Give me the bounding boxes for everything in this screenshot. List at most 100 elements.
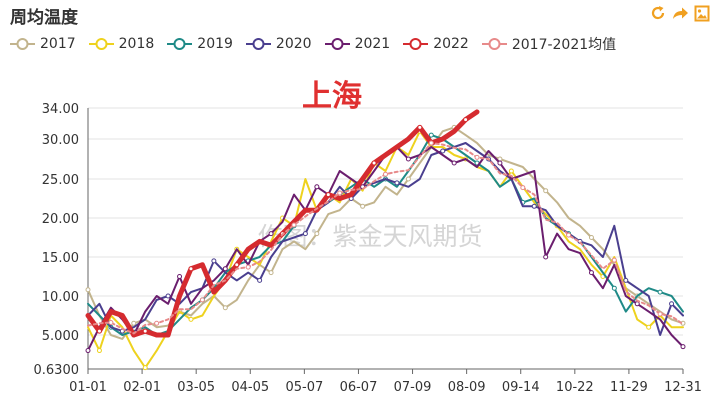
data-point[interactable] (325, 192, 331, 198)
data-point[interactable] (634, 301, 640, 307)
share-icon[interactable] (671, 4, 689, 22)
data-point[interactable] (291, 222, 297, 228)
data-point[interactable] (611, 285, 617, 291)
data-point[interactable] (337, 190, 343, 196)
save-image-icon[interactable] (693, 4, 711, 22)
data-point[interactable] (108, 320, 114, 326)
data-point[interactable] (85, 287, 91, 293)
data-point[interactable] (360, 203, 366, 209)
data-point[interactable] (142, 328, 148, 334)
data-point[interactable] (96, 328, 102, 334)
data-point[interactable] (508, 168, 514, 174)
data-point[interactable] (428, 140, 434, 146)
data-point[interactable] (371, 160, 377, 166)
data-point[interactable] (543, 254, 549, 260)
data-point[interactable] (440, 148, 446, 154)
data-point[interactable] (154, 320, 160, 326)
data-point[interactable] (142, 365, 148, 371)
y-tick-label: 5.000 (42, 329, 79, 344)
legend-marker-icon (88, 38, 114, 50)
data-point[interactable] (669, 301, 675, 307)
y-tick-label: 34.00 (42, 102, 79, 117)
legend-label: 2019 (197, 36, 233, 52)
legend-item[interactable]: 2021 (324, 36, 391, 52)
data-point[interactable] (497, 160, 503, 166)
data-point[interactable] (623, 277, 629, 283)
legend-marker-icon (403, 38, 429, 50)
legend-item[interactable]: 2017-2021均值 (481, 34, 617, 54)
data-point[interactable] (588, 235, 594, 240)
legend-label: 2017-2021均值 (511, 37, 617, 53)
x-tick-label: 06-07 (340, 380, 378, 395)
legend-item[interactable]: 2017 (10, 36, 76, 52)
data-point[interactable] (646, 324, 652, 330)
legend-marker-icon (324, 38, 350, 50)
chart-annotation: 上海 (302, 79, 362, 114)
data-point[interactable] (566, 232, 572, 238)
legend-label: 2020 (275, 36, 312, 52)
y-tick-label: 15.00 (42, 251, 79, 266)
restore-icon[interactable] (649, 4, 667, 22)
data-point[interactable] (165, 293, 171, 299)
data-point[interactable] (520, 185, 526, 191)
legend-label: 2022 (433, 36, 469, 52)
legend-label: 2021 (354, 36, 391, 52)
data-point[interactable] (245, 264, 251, 270)
data-point[interactable] (199, 297, 205, 303)
data-point[interactable] (657, 289, 663, 295)
series-line[interactable] (87, 130, 684, 369)
legend-item[interactable]: 2020 (245, 36, 312, 52)
y-tick-label: 30.00 (42, 133, 79, 148)
series-line[interactable] (87, 126, 684, 340)
x-tick-label: 01-01 (69, 380, 107, 395)
data-point[interactable] (131, 320, 137, 326)
data-point[interactable] (474, 154, 480, 160)
data-point[interactable] (588, 270, 594, 276)
data-point[interactable] (177, 274, 183, 279)
data-point[interactable] (611, 257, 617, 263)
legend: 2017 2018 2019 2020 2021 2022 2017-2021均值 (10, 34, 629, 54)
data-point[interactable] (85, 348, 91, 354)
chart-title: 周均温度 (10, 8, 78, 28)
data-point[interactable] (531, 203, 537, 209)
data-point[interactable] (394, 180, 400, 186)
data-point[interactable] (405, 176, 411, 182)
data-point[interactable] (96, 348, 102, 354)
data-point[interactable] (314, 231, 320, 237)
data-point[interactable] (257, 277, 263, 283)
data-point[interactable] (222, 305, 228, 311)
data-point[interactable] (657, 311, 663, 317)
x-tick-label: 12-31 (664, 380, 702, 395)
data-point[interactable] (405, 156, 411, 162)
legend-marker-icon (167, 38, 193, 50)
data-point[interactable] (543, 188, 549, 194)
x-tick-label: 07-09 (394, 380, 432, 395)
data-point[interactable] (268, 270, 274, 276)
data-point[interactable] (211, 258, 217, 264)
legend-label: 2017 (40, 36, 76, 52)
y-tick-label: 0.6300 (34, 363, 80, 378)
data-point[interactable] (463, 117, 469, 123)
data-point[interactable] (222, 266, 228, 272)
series-2017 (85, 124, 686, 340)
y-tick-label: 10.00 (42, 290, 79, 305)
legend-item[interactable]: 2018 (88, 36, 155, 52)
data-point[interactable] (268, 231, 274, 237)
legend-item[interactable]: 2022 (403, 36, 469, 52)
data-point[interactable] (302, 231, 308, 237)
data-point[interactable] (417, 124, 423, 130)
data-point[interactable] (428, 132, 434, 138)
x-tick-label: 04-05 (231, 380, 269, 395)
x-tick-label: 05-07 (285, 380, 323, 395)
data-point[interactable] (234, 262, 240, 268)
data-point[interactable] (383, 171, 388, 177)
legend-marker-icon (10, 38, 35, 50)
legend-item[interactable]: 2019 (167, 36, 233, 52)
series-2017-2021均值 (87, 140, 684, 335)
data-point[interactable] (188, 316, 194, 322)
data-point[interactable] (680, 344, 686, 350)
data-point[interactable] (451, 160, 457, 166)
legend-label: 2018 (118, 36, 155, 52)
data-point[interactable] (314, 184, 320, 190)
data-point[interactable] (188, 266, 194, 272)
